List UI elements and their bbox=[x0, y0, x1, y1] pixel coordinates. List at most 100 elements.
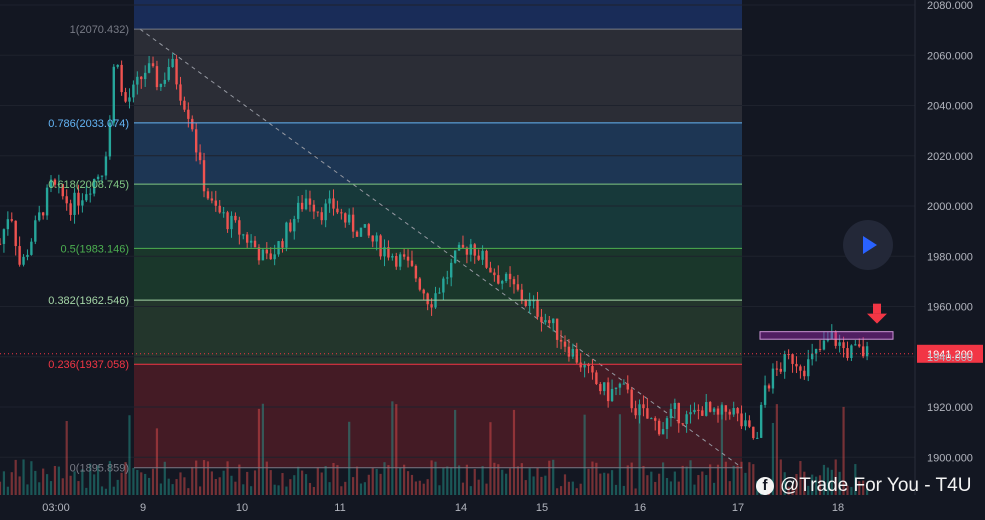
volume-bar bbox=[716, 464, 720, 495]
volume-bar bbox=[312, 486, 315, 495]
volume-bar bbox=[336, 465, 339, 495]
volume-bar bbox=[646, 475, 649, 495]
candle-body bbox=[6, 219, 10, 230]
volume-bar bbox=[171, 484, 174, 495]
volume-bar bbox=[752, 464, 755, 495]
down-arrow-icon bbox=[867, 303, 887, 324]
candle-body bbox=[77, 192, 80, 206]
volume-bar bbox=[552, 459, 555, 495]
volume-bar bbox=[501, 469, 504, 495]
candle-body bbox=[242, 234, 245, 236]
candle-body bbox=[49, 179, 53, 188]
volume-bar bbox=[253, 470, 257, 495]
candle-body bbox=[253, 240, 257, 248]
volume-bar bbox=[512, 409, 516, 495]
time-tick-label: 15 bbox=[536, 502, 548, 514]
volume-bar bbox=[2, 471, 6, 495]
volume-bar bbox=[544, 475, 547, 495]
candle-body bbox=[532, 300, 535, 302]
resistance-zone[interactable] bbox=[759, 331, 894, 340]
volume-bar bbox=[22, 459, 25, 495]
candle-body bbox=[132, 84, 135, 98]
candle-body bbox=[810, 353, 814, 360]
candle-body bbox=[175, 58, 178, 85]
volume-bar bbox=[293, 475, 296, 495]
volume-bar bbox=[0, 481, 2, 495]
candle-body bbox=[316, 211, 320, 213]
candle-body bbox=[752, 426, 755, 439]
candle-body bbox=[591, 366, 594, 373]
volume-bar bbox=[214, 478, 217, 495]
candle-body bbox=[245, 234, 249, 243]
volume-bar bbox=[563, 474, 567, 495]
volume-bar bbox=[187, 488, 190, 495]
candle-body bbox=[571, 349, 575, 357]
candle-body bbox=[854, 344, 857, 346]
candle-body bbox=[438, 292, 441, 294]
volume-bar bbox=[320, 472, 323, 495]
last-price-badge[interactable] bbox=[917, 344, 983, 363]
volume-bar bbox=[830, 469, 833, 495]
volume-bar bbox=[818, 475, 822, 495]
watermark-text: @Trade For You - T4U bbox=[780, 475, 972, 496]
volume-bar bbox=[367, 474, 370, 495]
candle-body bbox=[748, 420, 751, 427]
volume-bar bbox=[379, 473, 382, 495]
volume-bar bbox=[520, 463, 523, 495]
volume-bar bbox=[34, 470, 37, 495]
fib-level-lines[interactable] bbox=[134, 28, 742, 469]
time-axis[interactable]: 03:00 9 10 11 14 15 16 17 18 bbox=[0, 495, 985, 520]
volume-bar bbox=[524, 480, 527, 495]
candle-body bbox=[697, 409, 700, 411]
volume-bar bbox=[858, 481, 861, 495]
fib-label: 0.5(1983.146) bbox=[61, 243, 130, 255]
volume-bar bbox=[595, 462, 598, 495]
volume-bar bbox=[257, 408, 261, 495]
volume-bar bbox=[265, 461, 268, 495]
fib-fill-zone bbox=[134, 248, 742, 301]
volume-bar bbox=[575, 488, 578, 495]
candle-body bbox=[603, 382, 606, 392]
volume-bar bbox=[783, 472, 786, 495]
time-tick-label: 10 bbox=[236, 502, 248, 514]
volume-bar bbox=[387, 465, 390, 495]
candle-body bbox=[45, 187, 49, 216]
time-tick-label: 9 bbox=[140, 502, 146, 514]
candle-body bbox=[461, 244, 465, 248]
candle-body bbox=[646, 408, 649, 419]
volume-bar bbox=[658, 473, 661, 495]
candle-body bbox=[822, 340, 826, 350]
candle-body bbox=[783, 354, 786, 372]
price-tick-label: 1900.000 bbox=[927, 452, 973, 464]
volume-bar bbox=[532, 476, 535, 495]
volume-bar bbox=[399, 467, 402, 495]
volume-bar bbox=[846, 485, 849, 495]
candle-body bbox=[406, 256, 410, 261]
resistance-zone-rect[interactable] bbox=[759, 331, 894, 340]
candle-body bbox=[720, 405, 724, 415]
volume-bar bbox=[26, 484, 29, 495]
candle-body bbox=[654, 418, 657, 421]
volume-bar bbox=[30, 461, 33, 495]
candle-body bbox=[351, 214, 355, 232]
volume-bar bbox=[826, 467, 829, 495]
price-axis[interactable]: 1941.200 1900.000 1920.000 1940.000 1960.000… bbox=[914, 0, 985, 520]
volume-bar bbox=[720, 402, 724, 495]
volume-bar bbox=[442, 467, 445, 495]
volume-bar bbox=[434, 461, 437, 495]
candle-body bbox=[795, 363, 798, 367]
candle-body bbox=[559, 339, 563, 342]
play-button[interactable] bbox=[843, 220, 893, 270]
volume-bar bbox=[281, 473, 284, 495]
candle-body bbox=[399, 254, 402, 267]
volume-bar bbox=[410, 474, 414, 495]
volume-bar bbox=[775, 404, 778, 495]
candle-body bbox=[418, 278, 422, 290]
volume-bar bbox=[132, 467, 135, 495]
time-tick-label: 18 bbox=[832, 502, 844, 514]
candle-body bbox=[661, 429, 665, 435]
volume-bar bbox=[477, 479, 480, 495]
volume-bar bbox=[838, 471, 841, 495]
volume-bar bbox=[528, 468, 531, 495]
